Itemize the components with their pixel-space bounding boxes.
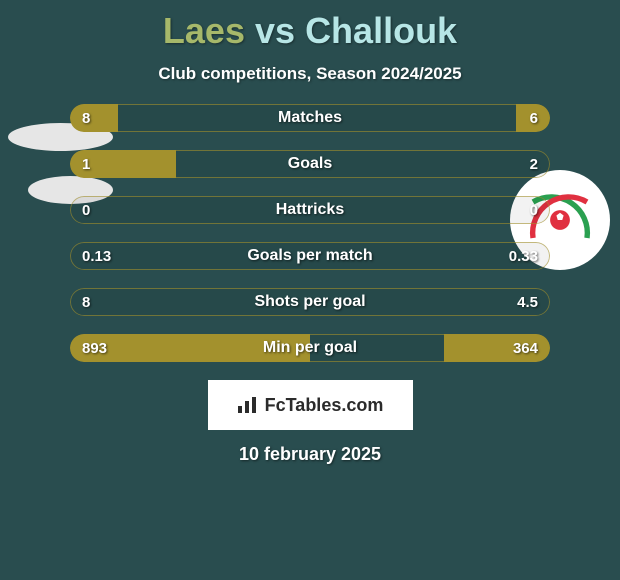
player2-name: Challouk xyxy=(305,10,457,51)
stat-row: Goals per match0.13 0.33 xyxy=(70,242,550,270)
stat-label: Matches xyxy=(70,104,550,132)
stat-value-left: 8 xyxy=(82,104,90,132)
fctables-text: FcTables.com xyxy=(265,395,384,416)
stat-row: Matches8 6 xyxy=(70,104,550,132)
player1-name: Laes xyxy=(163,10,245,51)
fctables-watermark: FcTables.com xyxy=(208,380,413,430)
stat-label: Goals xyxy=(70,150,550,178)
page-title: Laes vs Challouk xyxy=(0,0,620,52)
subtitle: Club competitions, Season 2024/2025 xyxy=(0,64,620,84)
stat-value-right: 364 xyxy=(513,334,538,362)
stat-value-right: 0 xyxy=(530,196,538,224)
stat-value-right: 2 xyxy=(530,150,538,178)
stat-row: Goals1 2 xyxy=(70,150,550,178)
stat-label: Min per goal xyxy=(70,334,550,362)
stat-row: Hattricks0 0 xyxy=(70,196,550,224)
stat-value-right: 4.5 xyxy=(517,288,538,316)
date-text: 10 february 2025 xyxy=(0,444,620,465)
comparison-chart: Matches86Goals12Hattricks00Goals per mat… xyxy=(70,104,550,362)
stat-row: Shots per goal8 4.5 xyxy=(70,288,550,316)
stat-value-left: 1 xyxy=(82,150,90,178)
stat-value-left: 0.13 xyxy=(82,242,111,270)
stat-value-right: 0.33 xyxy=(509,242,538,270)
bar-chart-icon xyxy=(237,396,259,414)
stat-row: Min per goal893 364 xyxy=(70,334,550,362)
stat-label: Hattricks xyxy=(70,196,550,224)
stat-label: Shots per goal xyxy=(70,288,550,316)
stat-value-left: 893 xyxy=(82,334,107,362)
stat-value-left: 8 xyxy=(82,288,90,316)
stat-value-left: 0 xyxy=(82,196,90,224)
stat-value-right: 6 xyxy=(530,104,538,132)
vs-word: vs xyxy=(255,10,295,51)
stat-label: Goals per match xyxy=(70,242,550,270)
